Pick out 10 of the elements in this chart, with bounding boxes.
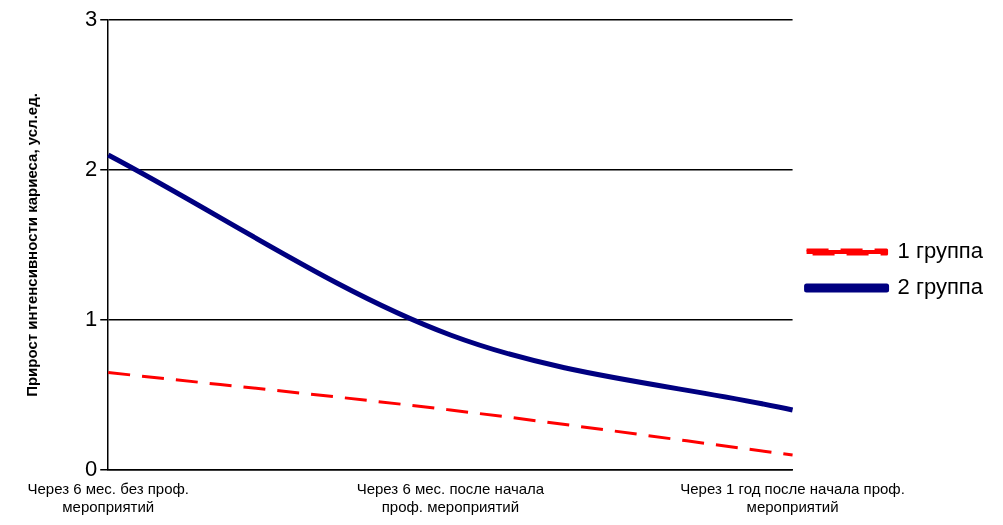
y-axis-title: Прирост интенсивности кариеса, усл.ед. [23, 93, 41, 397]
x-tick-label: Через 6 мес. после начала проф. мероприятий [356, 480, 545, 516]
x-tick-label: Через 1 год после начала проф. мероприятий [680, 480, 905, 516]
x-tick-label: Через 6 мес. без проф. мероприятий [27, 480, 190, 516]
y-tick-label: 1 [84, 306, 98, 332]
y-tick-label: 3 [84, 6, 98, 32]
legend-label: 1 группа [897, 238, 984, 264]
y-tick-label: 0 [84, 456, 98, 482]
y-tick-label: 2 [84, 156, 98, 182]
legend-label: 2 группа [897, 274, 984, 300]
